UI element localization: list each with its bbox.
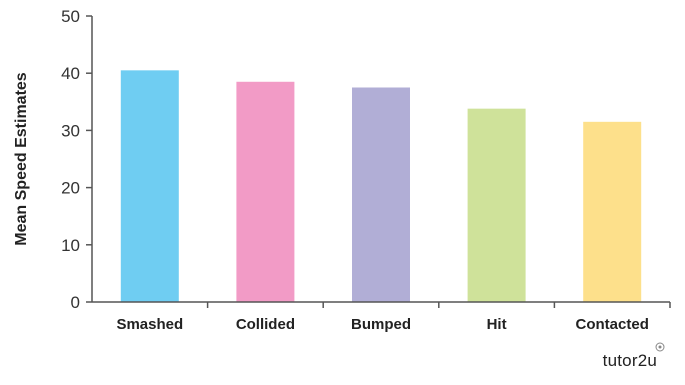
y-tick-label: 10 xyxy=(61,236,80,255)
bar-hit xyxy=(467,108,526,302)
bar-bumped xyxy=(352,87,410,302)
bar-collided xyxy=(236,81,295,302)
y-axis-ticks: 0 10 20 30 40 50 xyxy=(61,7,92,312)
y-tick-label: 20 xyxy=(61,179,80,198)
x-category-label: Hit xyxy=(487,316,507,333)
x-category-label: Collided xyxy=(236,316,295,333)
x-category-label: Contacted xyxy=(576,316,649,333)
y-axis-title: Mean Speed Estimates xyxy=(13,72,30,246)
x-axis-labels: Smashed Collided Bumped Hit Contacted xyxy=(116,316,648,333)
x-category-label: Smashed xyxy=(116,316,183,333)
bars-group xyxy=(120,70,642,302)
x-axis-ticks xyxy=(206,302,671,308)
y-tick-label: 30 xyxy=(61,121,80,140)
brand-logo-text: tutor2u xyxy=(602,351,657,370)
bar-smashed xyxy=(120,70,179,302)
y-tick-label: 40 xyxy=(61,64,80,83)
y-tick-label: 50 xyxy=(61,7,80,26)
tutor2u-mark-icon xyxy=(655,342,665,352)
x-category-label: Bumped xyxy=(351,316,411,333)
y-tick-label: 0 xyxy=(71,293,80,312)
bar-contacted xyxy=(583,121,642,302)
